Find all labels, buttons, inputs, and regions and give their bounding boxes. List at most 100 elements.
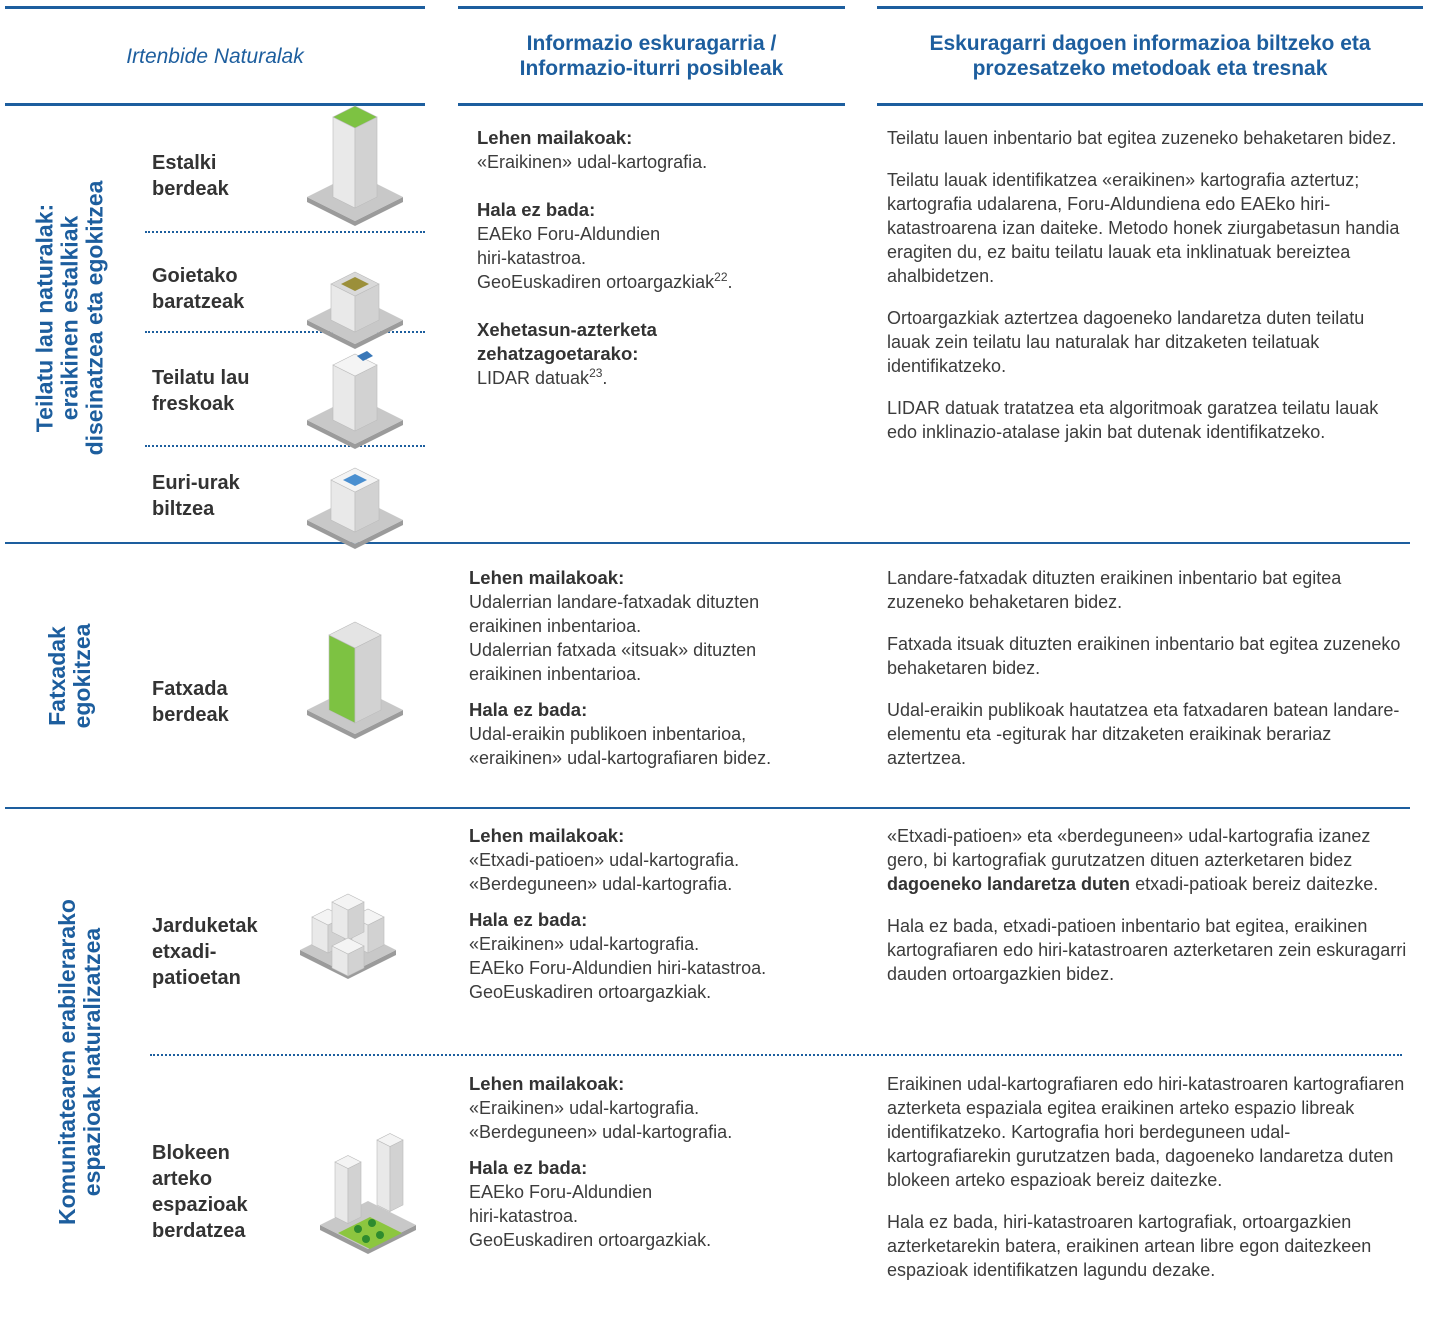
group-title-line: Teilatu lau naturalak: bbox=[31, 203, 58, 433]
footnote-ref: 23 bbox=[589, 366, 603, 380]
method-emphasis: dagoeneko landaretza duten bbox=[887, 874, 1131, 894]
source-heading: Lehen mailakoak: bbox=[469, 567, 625, 588]
icon-shape bbox=[368, 1219, 376, 1227]
source-text: . bbox=[727, 272, 733, 292]
group-title-line: Fatxadak bbox=[44, 626, 70, 726]
method-text: Ortoargazkiak aztertzea dagoeneko landar… bbox=[887, 308, 1365, 376]
icon-shape bbox=[307, 320, 403, 349]
solution-name: Goietako baratzeak bbox=[152, 265, 245, 313]
icon-shape bbox=[357, 351, 373, 361]
solution-name: Jarduketak etxadi-patioetan bbox=[152, 915, 258, 989]
source-block: Lehen mailakoak: Udalerrian landare-fatxa… bbox=[469, 566, 859, 686]
source-text: Udalerrian fatxada «itsuak» dituzten bbox=[469, 640, 757, 660]
methods: «Etxadi-patioen» eta «berdeguneen» udal-… bbox=[887, 824, 1412, 1004]
source-text: «Berdeguneen» udal-kartografia. bbox=[469, 1122, 733, 1142]
solution-name: Blokeen arteko espazioak berdatzea bbox=[152, 1142, 248, 1242]
group-divider bbox=[5, 807, 1410, 809]
source-text: GeoEuskadiren ortoargazkiak. bbox=[469, 1230, 712, 1250]
method-text: Udal-eraikin publikoak hautatzea eta fat… bbox=[887, 700, 1400, 768]
source-block: Hala ez bada: EAEko Foru-Aldundien hiri-ka… bbox=[469, 1156, 859, 1252]
header-cell: Eskuragarri dagoen informazioa biltzeko … bbox=[877, 6, 1423, 106]
dotted-divider bbox=[145, 331, 425, 333]
icon-shape bbox=[334, 1155, 362, 1169]
building-icon bbox=[307, 621, 403, 739]
dotted-divider bbox=[145, 445, 425, 447]
method-text: Teilatu lauak identifikatzea «eraikinen»… bbox=[887, 170, 1400, 286]
source-text: GeoEuskadiren ortoargazkiak. bbox=[469, 982, 712, 1002]
icon-shape bbox=[307, 710, 403, 739]
source-block: Xehetasun-azterketa zehatzagoetarako: LID… bbox=[477, 318, 867, 390]
method-text: «Etxadi-patioen» eta «berdeguneen» udal-… bbox=[887, 824, 1412, 896]
group-title-line: Komunitatearen erabilerarako bbox=[54, 899, 80, 1225]
icon-shape bbox=[328, 621, 382, 649]
source-block: Lehen mailakoak: «Etxadi-patioen» udal-ka… bbox=[469, 824, 859, 896]
source-text: «Eraikinen» udal-kartografia. bbox=[469, 934, 700, 954]
group-title-line: eraikinen estalkiak bbox=[56, 215, 83, 421]
source-line: hiri-katastroa. bbox=[477, 246, 867, 270]
source-text: GeoEuskadiren ortoargazkiak bbox=[477, 272, 715, 292]
source-text: «Etxadi-patioen» udal-kartografia. bbox=[469, 850, 740, 870]
building-icon bbox=[307, 467, 403, 549]
icon-shape bbox=[307, 520, 403, 549]
source-line: EAEko Foru-Aldundien hiri-katastroa. bbox=[469, 956, 859, 980]
icon-shape bbox=[328, 634, 356, 724]
icon-shape bbox=[376, 1231, 384, 1239]
method-text: LIDAR datuak tratatzea eta algoritmoak g… bbox=[887, 398, 1379, 442]
icon-shape bbox=[354, 634, 382, 724]
source-text: «Berdeguneen» udal-kartografia. bbox=[469, 874, 733, 894]
source-line: Udalerrian landare-fatxadak dituzten bbox=[469, 590, 859, 614]
group-title: Teilatu lau naturalak: eraikinen estalkia… bbox=[31, 180, 108, 456]
icon-shape bbox=[341, 277, 369, 291]
source-heading: Hala ez bada: bbox=[469, 699, 588, 720]
icon-shape bbox=[376, 1139, 391, 1212]
header-cell: Irtenbide Naturalak bbox=[5, 6, 425, 106]
header-text: Irtenbide Naturalak bbox=[126, 44, 304, 68]
source-text: «Eraikinen» udal-kartografia. bbox=[469, 1098, 700, 1118]
source-text: Udal-eraikin publikoen inbentarioa, bbox=[469, 724, 747, 744]
source-text: EAEko Foru-Aldundien bbox=[477, 224, 661, 244]
sources: Lehen mailakoak: «Eraikinen» udal-kartogr… bbox=[477, 126, 867, 390]
icon-shape bbox=[331, 893, 365, 911]
method-part: «Etxadi-patioen» eta «berdeguneen» udal-… bbox=[887, 826, 1371, 870]
methods: Teilatu lauen inbentario bat egitea zuze… bbox=[887, 126, 1412, 462]
group-title-line: egokitzea bbox=[69, 623, 95, 729]
source-line: «Eraikinen» udal-kartografia. bbox=[477, 150, 867, 174]
source-heading: Lehen mailakoak: bbox=[469, 1073, 625, 1094]
solution-name: Teilatu lau freskoak bbox=[152, 367, 250, 415]
source-text: hiri-katastroa. bbox=[469, 1206, 579, 1226]
header-text: Eskuragarri dagoen informazioa biltzeko … bbox=[929, 32, 1371, 80]
source-line: GeoEuskadiren ortoargazkiak. bbox=[469, 1228, 859, 1252]
building-icon bbox=[307, 271, 403, 349]
source-text: Udalerrian landare-fatxadak dituzten bbox=[469, 592, 760, 612]
group-title: Fatxadak egokitzea bbox=[44, 623, 95, 729]
source-block: Hala ez bada: Udal-eraikin publikoen inbe… bbox=[469, 698, 859, 770]
solution-name: Estalki berdeak bbox=[152, 152, 229, 200]
source-line: Udal-eraikin publikoen inbentarioa, bbox=[469, 722, 859, 746]
method-text: Hala ez bada, hiri-katastroaren kartogra… bbox=[887, 1212, 1372, 1280]
source-text: LIDAR datuak bbox=[477, 368, 590, 388]
method-text: Landare-fatxadak dituzten eraikinen inbe… bbox=[887, 568, 1342, 612]
source-block: Lehen mailakoak: «Eraikinen» udal-kartogr… bbox=[477, 126, 867, 174]
source-line: «Etxadi-patioen» udal-kartografia. bbox=[469, 848, 859, 872]
source-block: Lehen mailakoak: «Eraikinen» udal-kartogr… bbox=[469, 1072, 859, 1144]
group-title-line: espazioak naturalizatzea bbox=[79, 927, 105, 1197]
group-title-line: diseinatzea eta egokitzea bbox=[81, 180, 108, 456]
source-line: GeoEuskadiren ortoargazkiak22. bbox=[477, 270, 867, 294]
source-line: «Eraikinen» udal-kartografia. bbox=[469, 932, 859, 956]
source-line: EAEko Foru-Aldundien bbox=[469, 1180, 859, 1204]
source-block: Hala ez bada: EAEko Foru-Aldundien hiri-ka… bbox=[477, 198, 867, 294]
methods: Eraikinen udal-kartografiaren edo hiri-k… bbox=[887, 1072, 1412, 1300]
icon-shape bbox=[334, 1161, 349, 1224]
source-line: Udalerrian fatxada «itsuak» dituzten bbox=[469, 638, 859, 662]
icon-shape bbox=[389, 1139, 404, 1212]
sources: Lehen mailakoak: «Etxadi-patioen» udal-ka… bbox=[469, 824, 859, 1004]
source-line: hiri-katastroa. bbox=[469, 1204, 859, 1228]
source-heading: Hala ez bada: bbox=[469, 1157, 588, 1178]
footnote-ref: 22 bbox=[714, 270, 728, 284]
building-icon bbox=[307, 105, 403, 226]
icon-shape bbox=[332, 105, 378, 129]
header-cell: Informazio eskuragarria / Informazio-itu… bbox=[458, 6, 845, 106]
source-line: «eraikinen» udal-kartografiaren bidez. bbox=[469, 746, 859, 770]
